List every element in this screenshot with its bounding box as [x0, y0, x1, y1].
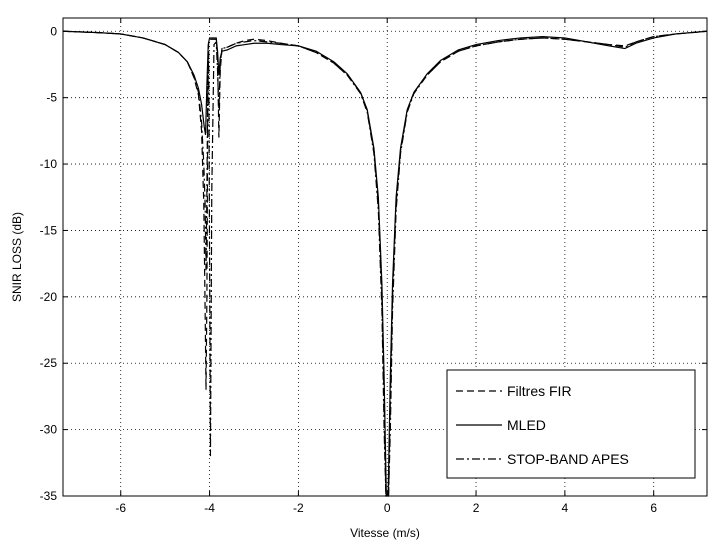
series-line-filtres-fir: [62, 30, 708, 497]
axis-ticks: -6 -4 -2 0 2 4 60-5-10-15-20-25-30-35: [40, 18, 707, 515]
legend-label-filtres-fir: Filtres FIR: [507, 383, 572, 399]
x-tick-label: 6: [650, 501, 657, 515]
legend-label-stop-band-apes: STOP-BAND APES: [507, 451, 629, 467]
legend-label-mled: MLED: [507, 417, 546, 433]
legend-box: [446, 369, 696, 479]
x-tick-label: 2: [473, 501, 480, 515]
y-tick-label: -10: [40, 157, 58, 171]
y-axis-label: SNIR LOSS (dB): [10, 212, 24, 302]
series-line-mled: [62, 30, 708, 497]
x-tick-label: 0: [384, 501, 391, 515]
series-lines: [62, 30, 708, 497]
y-tick-label: -5: [46, 91, 57, 105]
plot-frame: [62, 17, 708, 497]
y-tick-label: -20: [40, 290, 58, 304]
y-tick-label: 0: [50, 24, 57, 38]
legend: Filtres FIR MLED STOP-BAND APES: [446, 369, 696, 479]
x-tick-label: -4: [204, 501, 215, 515]
y-tick-label: -30: [40, 423, 58, 437]
y-tick-label: -15: [40, 223, 58, 237]
x-tick-label: -6: [115, 501, 126, 515]
y-tick-label: -25: [40, 356, 58, 370]
x-axis-label: Vitesse (m/s): [350, 526, 420, 540]
x-tick-label: 4: [562, 501, 569, 515]
y-tick-label: -35: [40, 489, 58, 503]
x-tick-label: -2: [293, 501, 304, 515]
series-line-stop-band-apes: [62, 30, 708, 497]
